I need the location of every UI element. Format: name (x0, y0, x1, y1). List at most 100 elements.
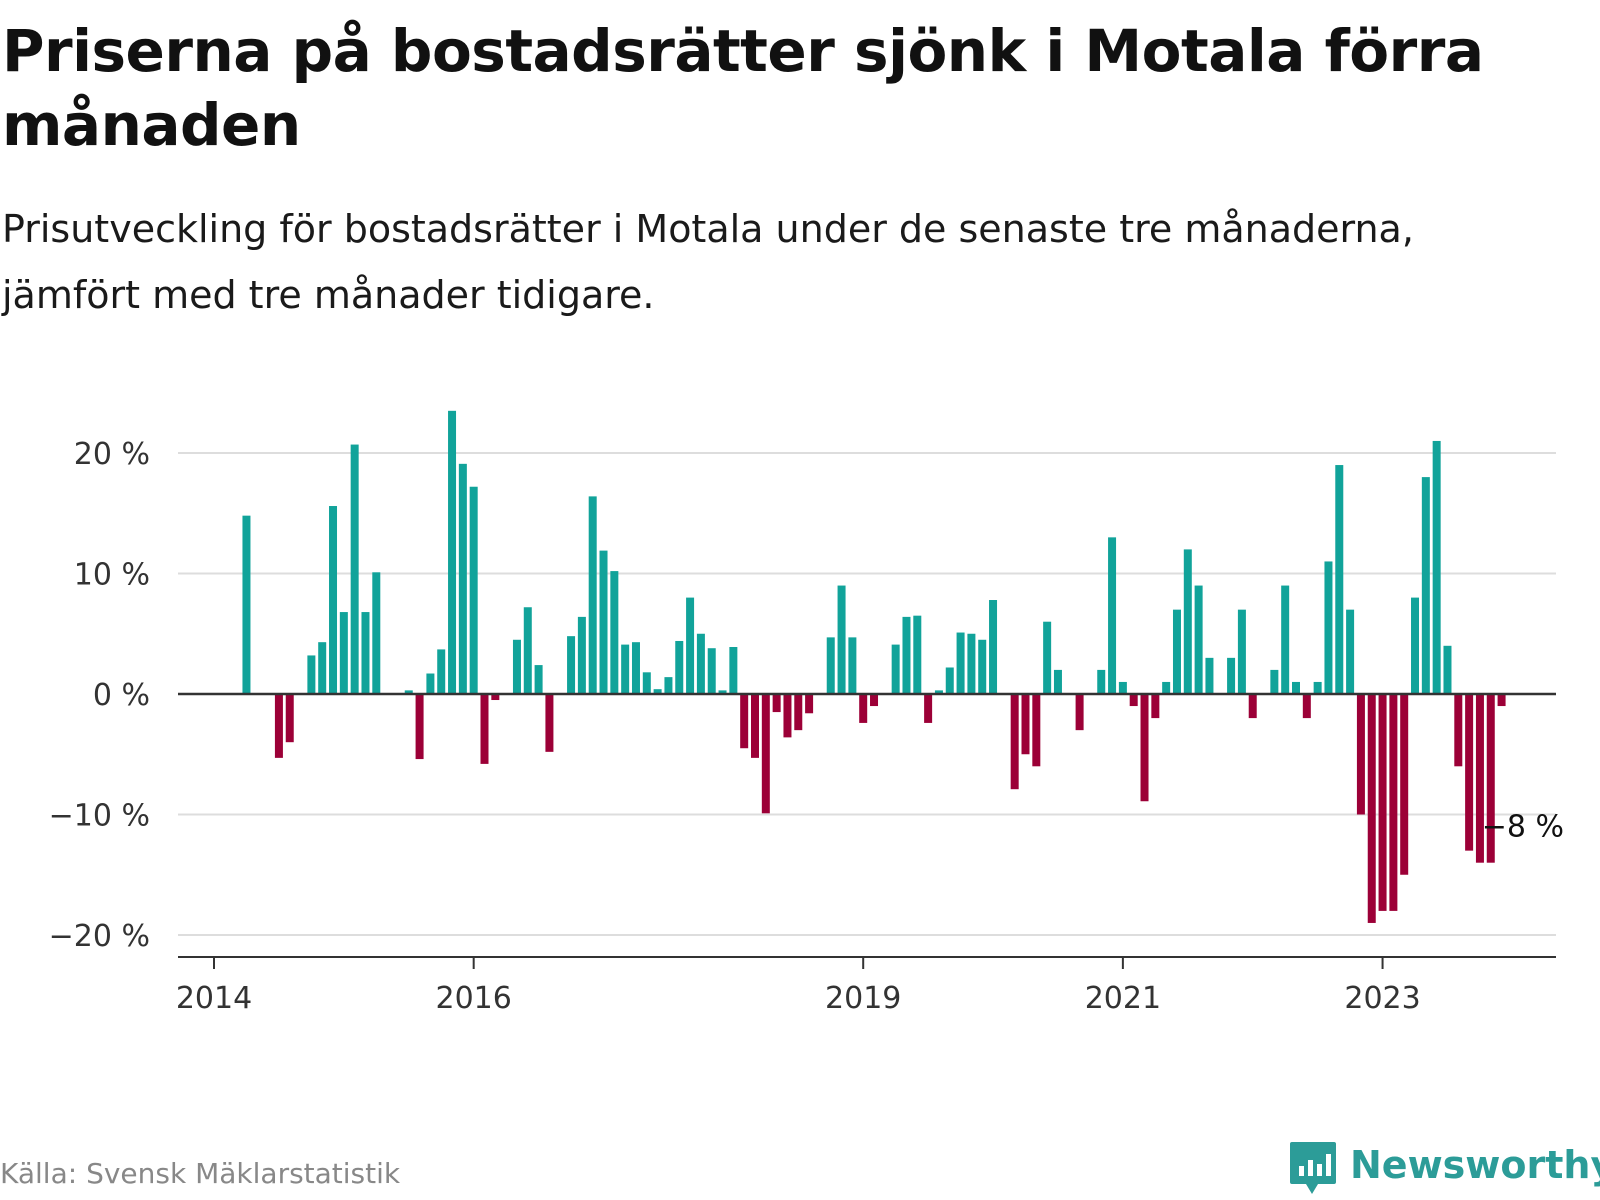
bar (1183, 549, 1192, 694)
bar (1400, 694, 1409, 875)
x-tick-label: 2021 (1085, 981, 1161, 1016)
bar (1443, 645, 1452, 694)
bar (318, 642, 327, 694)
bar (1465, 694, 1474, 851)
x-tick-label: 2016 (436, 981, 512, 1016)
bar (772, 694, 781, 713)
chart-subtitle: Prisutveckling för bostadsrätter i Motal… (2, 207, 1414, 317)
bar (642, 672, 651, 694)
bar (415, 694, 424, 760)
bar (686, 597, 695, 694)
bar (437, 649, 446, 694)
bar (1075, 694, 1084, 731)
bar (989, 600, 998, 694)
y-tick-label: 20 % (74, 437, 150, 472)
last-value-label: −8 % (1482, 809, 1564, 844)
bar (448, 410, 457, 694)
bar (491, 694, 500, 701)
bar (1389, 694, 1398, 911)
bar (1043, 621, 1052, 694)
bar (978, 639, 987, 694)
bar (523, 607, 532, 694)
bar (1497, 694, 1506, 707)
bar (350, 444, 359, 694)
bar (1248, 694, 1257, 719)
x-axis-ticks: 2014 2016 2019 2021 2023 (176, 957, 1421, 1016)
bar (285, 694, 294, 743)
bar (1432, 440, 1441, 694)
bar (1227, 657, 1236, 694)
bar (1172, 609, 1181, 694)
bar (577, 616, 586, 694)
chart-title: Priserna på bostadsrätter sjönk i Motala… (2, 17, 1484, 159)
bar (891, 644, 900, 694)
bar (1129, 694, 1138, 707)
bar (567, 636, 576, 694)
bar (1151, 694, 1160, 719)
bar (934, 690, 943, 694)
bar (1021, 694, 1030, 755)
bar (631, 642, 640, 694)
bar (480, 694, 489, 764)
bar (1205, 657, 1214, 694)
bar (361, 612, 370, 694)
newsworthy-logo-icon (1290, 1142, 1336, 1194)
x-tick-label: 2023 (1344, 981, 1420, 1016)
bar (1486, 694, 1495, 863)
bar (1411, 597, 1420, 694)
bar (1302, 694, 1311, 719)
bar (696, 633, 705, 694)
bar (1281, 585, 1290, 694)
bar (1270, 669, 1279, 694)
bar (329, 506, 338, 694)
bar (1454, 694, 1463, 767)
bar (794, 694, 803, 731)
bar (761, 694, 770, 814)
bar (1053, 669, 1062, 694)
bar (610, 571, 619, 694)
bar (1367, 694, 1376, 923)
bar (339, 612, 348, 694)
bar (1237, 609, 1246, 694)
bar (956, 632, 965, 694)
bar (967, 633, 976, 694)
bar (1292, 681, 1300, 694)
y-tick-label: 0 % (93, 678, 150, 713)
bar (1313, 681, 1322, 694)
bar (469, 486, 478, 694)
y-tick-label: −10 % (49, 799, 150, 834)
bar (1356, 694, 1365, 815)
bar (274, 694, 283, 758)
bar (740, 694, 749, 749)
brand-name: Newsworthy (1350, 1143, 1600, 1187)
bar (621, 644, 630, 694)
bar (1140, 694, 1149, 802)
bar (826, 637, 835, 694)
x-tick-label: 2019 (825, 981, 901, 1016)
bar (1324, 561, 1333, 694)
bar (588, 496, 597, 694)
bar (534, 665, 543, 694)
bar (1475, 694, 1484, 863)
bar (783, 694, 792, 738)
bar (945, 667, 954, 694)
bar (1032, 694, 1041, 767)
bar (707, 648, 716, 694)
bar (307, 655, 316, 694)
bar (924, 694, 933, 723)
bar (372, 572, 381, 694)
bar (848, 637, 857, 694)
bar (902, 616, 911, 694)
bar (859, 694, 868, 723)
bar (653, 689, 662, 694)
bar (426, 673, 435, 694)
bar (751, 694, 759, 758)
bar (1335, 465, 1344, 694)
bars (242, 410, 1506, 923)
bar (1108, 537, 1117, 694)
y-axis-tick-labels: −20 % −10 % 0 % 10 % 20 % (49, 437, 150, 954)
bar (1097, 669, 1106, 694)
bar (404, 690, 413, 694)
y-tick-label: 10 % (74, 558, 150, 593)
bar (729, 647, 738, 694)
